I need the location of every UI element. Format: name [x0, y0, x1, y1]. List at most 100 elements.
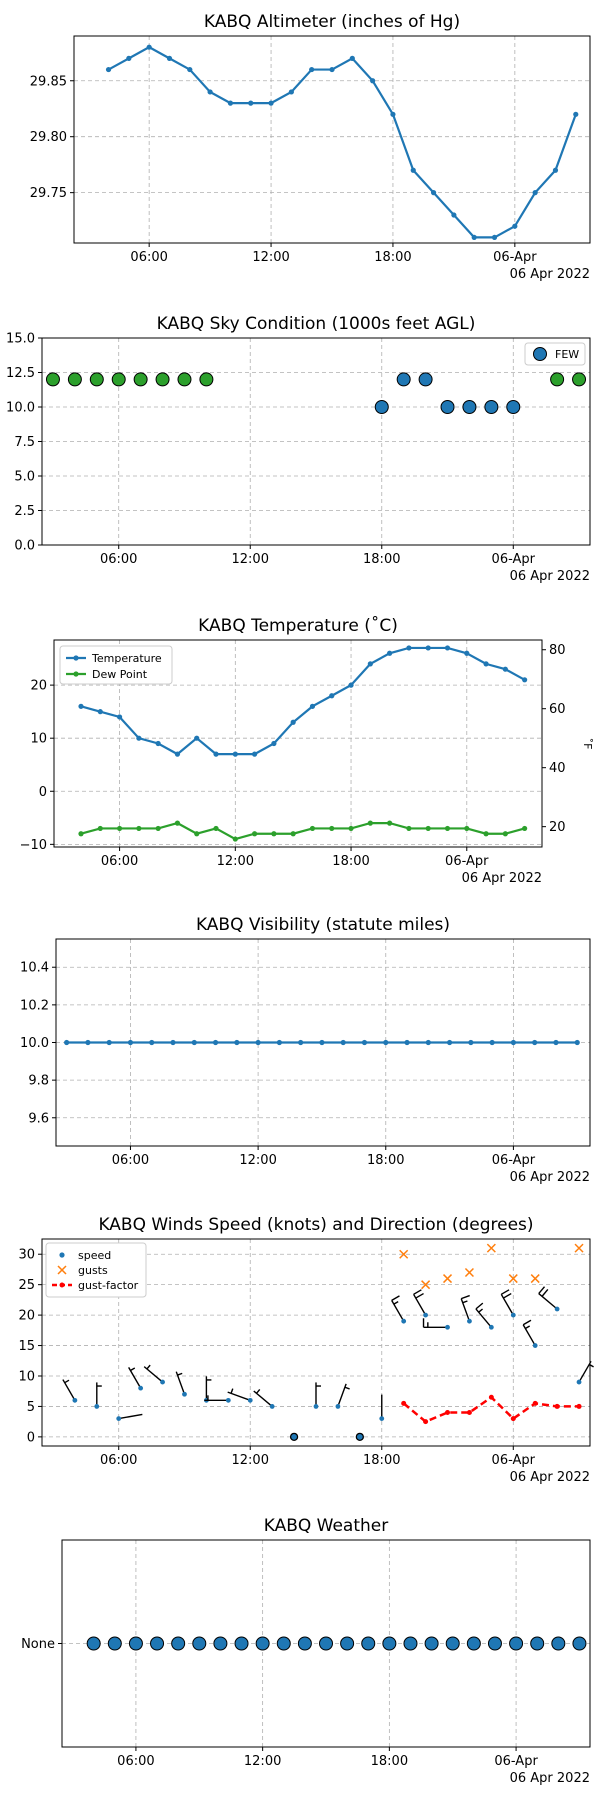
- data-point: [319, 1636, 333, 1651]
- series-gust-factor: [401, 1394, 582, 1425]
- data-point: [187, 66, 193, 73]
- wind-barb-feather: [146, 1364, 151, 1370]
- data-point: [155, 372, 170, 387]
- data-point: [418, 372, 433, 387]
- data-point: [367, 661, 373, 667]
- wind-barb-feather: [538, 1286, 546, 1295]
- data-point: [149, 1039, 155, 1046]
- data-point: [444, 825, 451, 832]
- wind-barb-feather: [255, 1389, 261, 1394]
- data-point: [430, 190, 437, 196]
- y-tick-label: 30: [18, 1248, 35, 1263]
- x-tick-label: 12:00: [232, 1453, 269, 1468]
- x-tick-label: 06-Apr: [492, 1453, 536, 1468]
- data-point: [171, 1636, 186, 1651]
- wind-barb-shaft: [578, 1360, 592, 1383]
- x-date-label: 06 Apr 2022: [462, 871, 542, 886]
- wind-barb-feather: [462, 1300, 468, 1304]
- data-point: [573, 111, 579, 117]
- x-tick-label: 18:00: [363, 552, 400, 567]
- data-point: [348, 682, 354, 688]
- data-point: [252, 831, 258, 837]
- data-point: [107, 1636, 122, 1651]
- legend-label: gusts: [78, 1264, 108, 1277]
- x-tick-label: 12:00: [252, 250, 289, 265]
- data-point: [340, 1039, 346, 1046]
- x-tick-label: 18:00: [367, 1153, 404, 1168]
- data-point: [182, 1391, 187, 1397]
- data-point: [576, 1379, 582, 1385]
- legend-label: FEW: [555, 348, 579, 361]
- wind-barb-shaft: [128, 1367, 142, 1389]
- data-point: [424, 1636, 439, 1651]
- data-point: [170, 1039, 176, 1046]
- data-point: [462, 400, 477, 414]
- data-point: [509, 1636, 524, 1651]
- y-tick-label: 20: [30, 679, 47, 694]
- data-point: [440, 400, 455, 414]
- wind-barb-feather: [541, 1289, 549, 1297]
- data-point: [248, 100, 254, 106]
- legend-label: gust-factor: [78, 1279, 139, 1292]
- wind-barb-shaft: [538, 1293, 558, 1310]
- wind-barb-feather: [64, 1379, 70, 1384]
- data-point: [445, 1410, 451, 1416]
- data-point: [532, 1400, 538, 1406]
- x-tick-label: 06:00: [112, 1153, 149, 1168]
- gust-marker: [574, 1243, 584, 1253]
- x-tick-label: 06:00: [130, 250, 167, 265]
- data-point: [532, 1343, 538, 1348]
- data-point: [290, 719, 296, 725]
- data-point: [313, 1404, 319, 1409]
- data-point: [194, 735, 200, 741]
- y-tick-label: 29.80: [30, 130, 67, 145]
- data-point: [487, 1636, 502, 1651]
- data-point: [404, 1039, 410, 1046]
- data-point: [309, 703, 316, 709]
- series-0: [45, 372, 587, 387]
- data-point: [138, 1385, 144, 1391]
- data-point: [192, 1636, 207, 1651]
- data-point: [451, 212, 457, 218]
- y-tick-label: 10: [18, 1369, 35, 1384]
- y-tick-label: 5: [27, 1400, 35, 1415]
- chart-title: KABQ Weather: [264, 1516, 389, 1536]
- data-point: [382, 1636, 397, 1651]
- temperature-chart: KABQ Temperature (˚C) 06:00 12:00 18:00 06-A…: [20, 615, 594, 886]
- sky-condition-chart: KABQ Sky Condition (1000s feet AGL) 06:00…: [6, 314, 591, 584]
- data-point: [319, 1039, 325, 1046]
- y-tick-label: 25: [18, 1278, 35, 1293]
- data-point: [85, 1039, 91, 1046]
- data-point: [89, 372, 104, 387]
- data-point: [423, 1312, 428, 1318]
- weather-chart: KABQ Weather 06:00 12:00 18:00 06-Apr 06 Apr …: [21, 1516, 591, 1786]
- data-point: [387, 650, 393, 656]
- data-point: [488, 1394, 494, 1400]
- data-point: [466, 1636, 481, 1651]
- x-tick-label: 12:00: [244, 1754, 281, 1769]
- data-point: [276, 1636, 291, 1651]
- y2-tick-label: 40: [549, 761, 566, 776]
- data-point: [247, 1397, 253, 1403]
- y-tick-label: 29.75: [30, 186, 67, 201]
- data-point: [234, 1636, 249, 1651]
- data-point: [387, 820, 393, 826]
- data-point: [406, 645, 412, 651]
- x-date-label: 06 Apr 2022: [510, 569, 590, 584]
- data-point: [111, 372, 126, 387]
- legend-label: Dew Point: [92, 668, 148, 681]
- wind-barb-feather: [413, 1289, 422, 1295]
- gust-marker: [508, 1274, 518, 1284]
- data-point: [213, 825, 219, 832]
- wind-barb-feather: [130, 1367, 136, 1372]
- wind-barb-shaft: [62, 1379, 76, 1401]
- x-tick-label: 12:00: [217, 854, 254, 869]
- data-point: [576, 1403, 582, 1409]
- data-point: [483, 831, 489, 837]
- x-tick-label: 06-Apr: [445, 854, 489, 869]
- wind-barb-shaft: [227, 1391, 251, 1401]
- data-point: [136, 735, 142, 741]
- data-point: [177, 372, 192, 387]
- data-point: [522, 825, 528, 832]
